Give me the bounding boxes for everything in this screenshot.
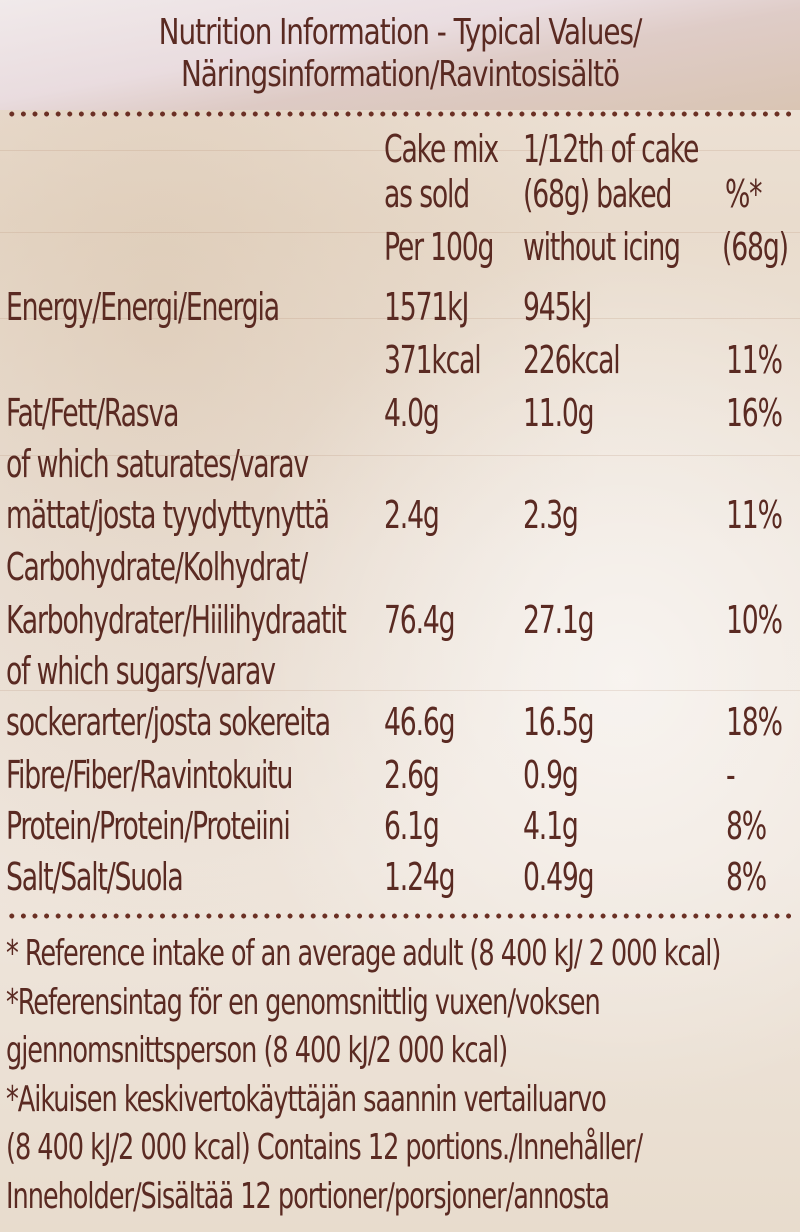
energy-kcal-mix: 371kcal — [384, 338, 482, 382]
energy-kj-baked: 945kJ — [523, 285, 593, 329]
wood-grain — [0, 318, 800, 319]
wood-grain — [0, 690, 800, 691]
dotted-divider-top — [6, 111, 794, 117]
fat-mix: 4.0g — [384, 391, 440, 435]
fat-percent: 16% — [726, 391, 783, 435]
footnote-line-4: *Aikuisen keskivertokäyttäjän saannin ve… — [6, 1079, 607, 1120]
col2-header-line-2: (68g) baked — [523, 172, 672, 216]
saturates-mix: 2.4g — [384, 493, 440, 537]
protein-percent: 8% — [726, 804, 767, 848]
footnote-line-1: * Reference intake of an average adult (… — [6, 933, 721, 974]
fibre-percent: - — [726, 753, 736, 797]
saturates-label-line-2: mättat/josta tyydyttynyttä — [6, 493, 330, 537]
salt-label: Salt/Salt/Suola — [6, 855, 184, 899]
footnote-line-5: (8 400 kJ/2 000 kcal) Contains 12 portio… — [6, 1127, 643, 1168]
energy-label: Energy/Energi/Energia — [6, 285, 280, 329]
footnote-line-6: Inneholder/Sisältää 12 portioner/porsjon… — [6, 1176, 610, 1217]
title-line-1: Nutrition Information - Typical Values/ — [158, 12, 643, 53]
col1-header-line-3: Per 100g — [384, 225, 494, 269]
salt-percent: 8% — [726, 855, 767, 899]
saturates-baked: 2.3g — [523, 493, 579, 537]
title-line-2: Näringsinformation/Ravintosisältö — [180, 54, 620, 95]
dotted-divider-bottom — [6, 913, 794, 919]
salt-baked: 0.49g — [523, 855, 595, 899]
wood-grain — [0, 150, 800, 151]
col2-header-line-3: without icing — [523, 225, 681, 269]
col1-header-line-2: as sold — [384, 172, 470, 216]
wood-grain — [0, 455, 800, 456]
col3-header-line-2: (68g) — [722, 225, 789, 269]
energy-percent: 11% — [726, 338, 783, 382]
sugars-label-line-2: sockerarter/josta sokereita — [6, 700, 331, 744]
carbohydrate-percent: 10% — [726, 598, 783, 642]
footnote-line-3: gjennomsnittsperson (8 400 kJ/2 000 kcal… — [6, 1030, 508, 1071]
sugars-mix: 46.6g — [384, 700, 456, 744]
wood-grain — [0, 232, 800, 233]
fat-label: Fat/Fett/Rasva — [6, 391, 179, 435]
carbohydrate-baked: 27.1g — [523, 598, 595, 642]
saturates-percent: 11% — [726, 493, 783, 537]
col3-header-line-1: %* — [725, 172, 762, 216]
col1-header-line-1: Cake mix — [384, 127, 499, 171]
fat-baked: 11.0g — [523, 391, 595, 435]
energy-kj-mix: 1571kJ — [384, 285, 469, 329]
sugars-baked: 16.5g — [523, 700, 595, 744]
fibre-mix: 2.6g — [384, 753, 440, 797]
carbohydrate-label-line-2: Karbohydrater/Hiilihydraatit — [6, 598, 347, 642]
col2-header-line-1: 1/12th of cake — [523, 127, 699, 171]
protein-label: Protein/Protein/Proteiini — [6, 804, 291, 848]
saturates-label-line-1: of which saturates/varav — [6, 442, 309, 486]
protein-mix: 6.1g — [384, 804, 440, 848]
footnote-line-2: *Referensintag för en genomsnittlig vuxe… — [6, 982, 601, 1023]
energy-kcal-baked: 226kcal — [523, 338, 621, 382]
salt-mix: 1.24g — [384, 855, 456, 899]
carbohydrate-mix: 76.4g — [384, 598, 456, 642]
fibre-baked: 0.9g — [523, 753, 579, 797]
sugars-percent: 18% — [726, 700, 783, 744]
sugars-label-line-1: of which sugars/varav — [6, 649, 276, 693]
fibre-label: Fibre/Fiber/Ravintokuitu — [6, 753, 293, 797]
background-top-band — [0, 0, 800, 110]
protein-baked: 4.1g — [523, 804, 579, 848]
carbohydrate-label-line-1: Carbohydrate/Kolhydrat/ — [6, 545, 308, 589]
